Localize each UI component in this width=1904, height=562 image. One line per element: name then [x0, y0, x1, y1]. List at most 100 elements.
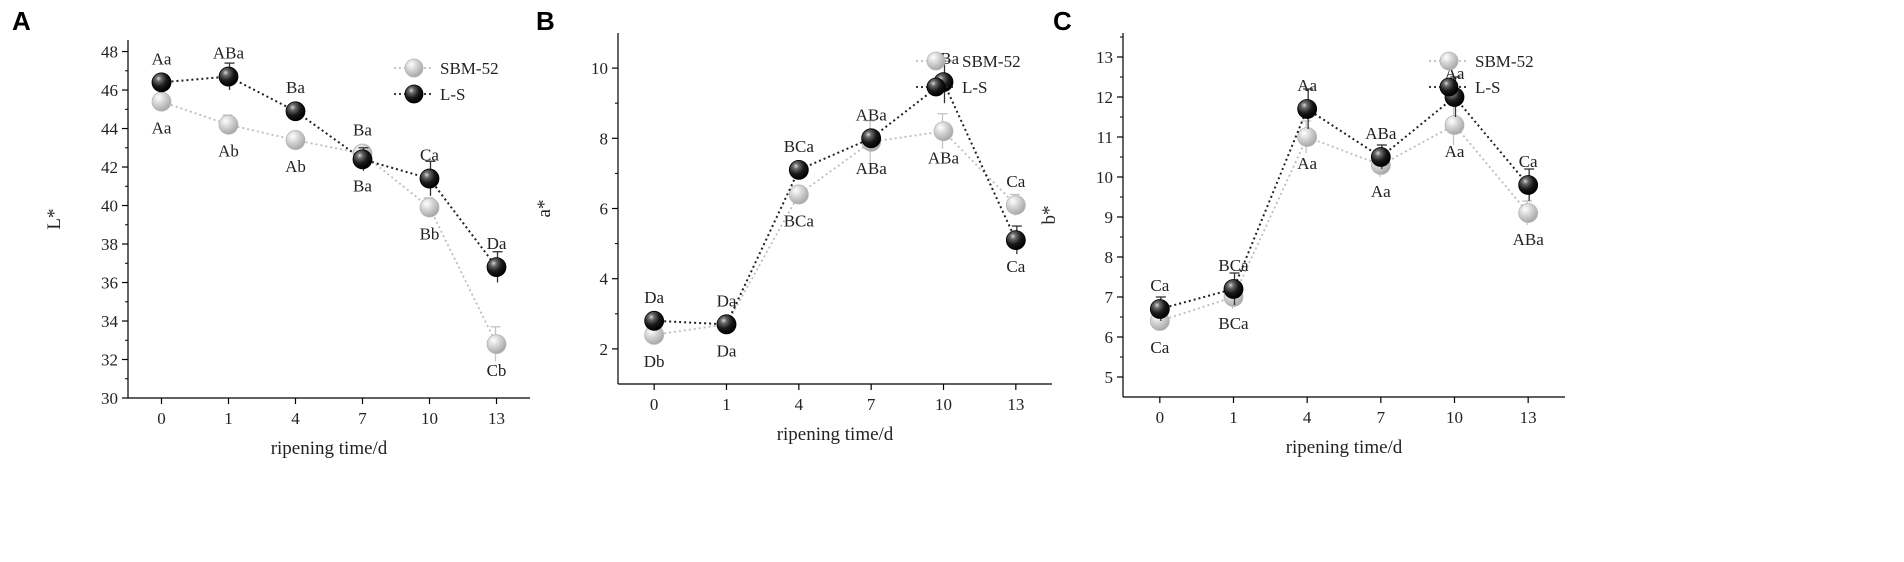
y-axis-title: L*: [44, 208, 65, 229]
y-tick-label: 2: [600, 340, 609, 359]
y-tick-label: 11: [1097, 128, 1113, 147]
x-tick-label: 13: [488, 409, 505, 428]
series-line: [1159, 95, 1529, 310]
legend: SBM-52 L-S: [1429, 51, 1534, 97]
y-tick-label: 40: [101, 197, 118, 216]
panel-letter: C: [1053, 6, 1072, 36]
x-tick-label: 4: [795, 395, 804, 414]
legend-marker: [1439, 77, 1459, 97]
x-tick-label: 0: [157, 409, 166, 428]
point-label: Ca: [1519, 152, 1538, 171]
legend-label: SBM-52: [440, 59, 499, 78]
series-line: [654, 80, 1017, 326]
point-label: Da: [717, 291, 737, 310]
y-tick-label: 6: [1105, 328, 1114, 347]
legend-label: L-S: [962, 78, 988, 97]
y-tick-label: 36: [101, 274, 118, 293]
x-tick-label: 10: [935, 395, 952, 414]
y-tick-label: 8: [600, 129, 609, 148]
x-tick-label: 10: [421, 409, 438, 428]
data-point: [1518, 203, 1539, 223]
y-tick-label: 6: [600, 200, 609, 219]
point-label: Aa: [1297, 154, 1317, 173]
legend-label: SBM-52: [962, 52, 1021, 71]
point-label: Ca: [1006, 257, 1025, 276]
data-point: [716, 314, 737, 335]
x-tick-label: 7: [358, 409, 367, 428]
data-point: [1444, 115, 1465, 135]
point-label: BCa: [1218, 314, 1249, 333]
x-tick-label: 0: [650, 395, 659, 414]
point-label: Ba: [286, 78, 305, 97]
x-tick-label: 4: [1303, 408, 1312, 427]
y-tick-label: 48: [101, 43, 118, 62]
y-tick-label: 12: [1096, 88, 1113, 107]
y-tick-label: 13: [1096, 48, 1113, 67]
data-point: [285, 101, 306, 122]
point-label: Cb: [487, 361, 507, 380]
point-label: Ba: [353, 176, 372, 195]
x-tick-label: 7: [1377, 408, 1386, 427]
series-line: [161, 100, 498, 345]
data-point: [644, 310, 665, 331]
data-point: [1223, 279, 1244, 299]
panel-b: B 2 4 6 8 10 0 1 4 7 10 13 ripening time/d a* Db Da BCa A…: [534, 6, 1052, 445]
point-label: Aa: [152, 119, 172, 138]
data-point: [1297, 127, 1318, 147]
point-label: BCa: [784, 211, 815, 230]
series-sbm-52: Db Da BCa ABa ABa Ca: [644, 113, 1026, 371]
data-point: [352, 149, 373, 170]
series-line: [654, 130, 1017, 336]
y-tick-label: 30: [101, 389, 118, 408]
point-label: BCa: [784, 137, 815, 156]
x-tick-label: 4: [291, 409, 300, 428]
data-point: [285, 130, 306, 150]
data-point: [1149, 299, 1170, 319]
x-axis-title: ripening time/d: [777, 424, 894, 445]
x-axis-title: ripening time/d: [1286, 437, 1403, 458]
legend-marker: [926, 77, 946, 97]
point-label: Bb: [420, 224, 440, 243]
point-label: Ca: [420, 146, 439, 165]
legend-label: L-S: [440, 85, 466, 104]
data-point: [1297, 99, 1318, 119]
x-tick-label: 7: [867, 395, 876, 414]
data-point: [788, 159, 809, 180]
y-tick-label: 32: [101, 351, 118, 370]
series-line: [1159, 123, 1529, 322]
x-tick-label: 1: [224, 409, 233, 428]
y-tick-label: 10: [591, 59, 608, 78]
data-point: [1370, 147, 1391, 167]
y-tick-label: 10: [1096, 168, 1113, 187]
point-label: Ca: [1150, 276, 1169, 295]
data-point: [218, 114, 239, 135]
panel-letter: B: [536, 6, 555, 36]
series-l-s: Ca BCa Aa ABa Aa Ca: [1149, 64, 1539, 321]
legend-label: SBM-52: [1475, 52, 1534, 71]
legend-label: L-S: [1475, 78, 1501, 97]
x-tick-label: 10: [1446, 408, 1463, 427]
y-tick-label: 34: [101, 312, 119, 331]
data-point: [1005, 195, 1026, 215]
y-axis-title: a*: [534, 200, 555, 218]
point-label: ABa: [213, 44, 245, 63]
legend: SBM-52 L-S: [394, 58, 499, 104]
y-tick-label: 4: [600, 270, 609, 289]
panel-c: C 5 6 7 8 9 10 11 12 13 0 1 4 7 10 13 ripening time/d b* C…: [1039, 6, 1565, 458]
point-label: Da: [487, 234, 507, 253]
data-point: [1005, 230, 1026, 250]
y-tick-label: 38: [101, 235, 118, 254]
x-axis-title: ripening time/d: [271, 438, 388, 459]
y-tick-label: 44: [101, 120, 119, 139]
point-label: Aa: [152, 49, 172, 68]
y-tick-label: 5: [1105, 368, 1114, 387]
series-sbm-52: Aa Ab Ab Ba Bb Cb: [152, 91, 507, 380]
y-tick-label: 42: [101, 158, 118, 177]
data-point: [486, 334, 507, 355]
series-line: [161, 75, 498, 268]
point-label: Aa: [1297, 76, 1317, 95]
x-tick-label: 13: [1520, 408, 1537, 427]
point-label: ABa: [1513, 230, 1545, 249]
legend-marker: [404, 58, 424, 78]
